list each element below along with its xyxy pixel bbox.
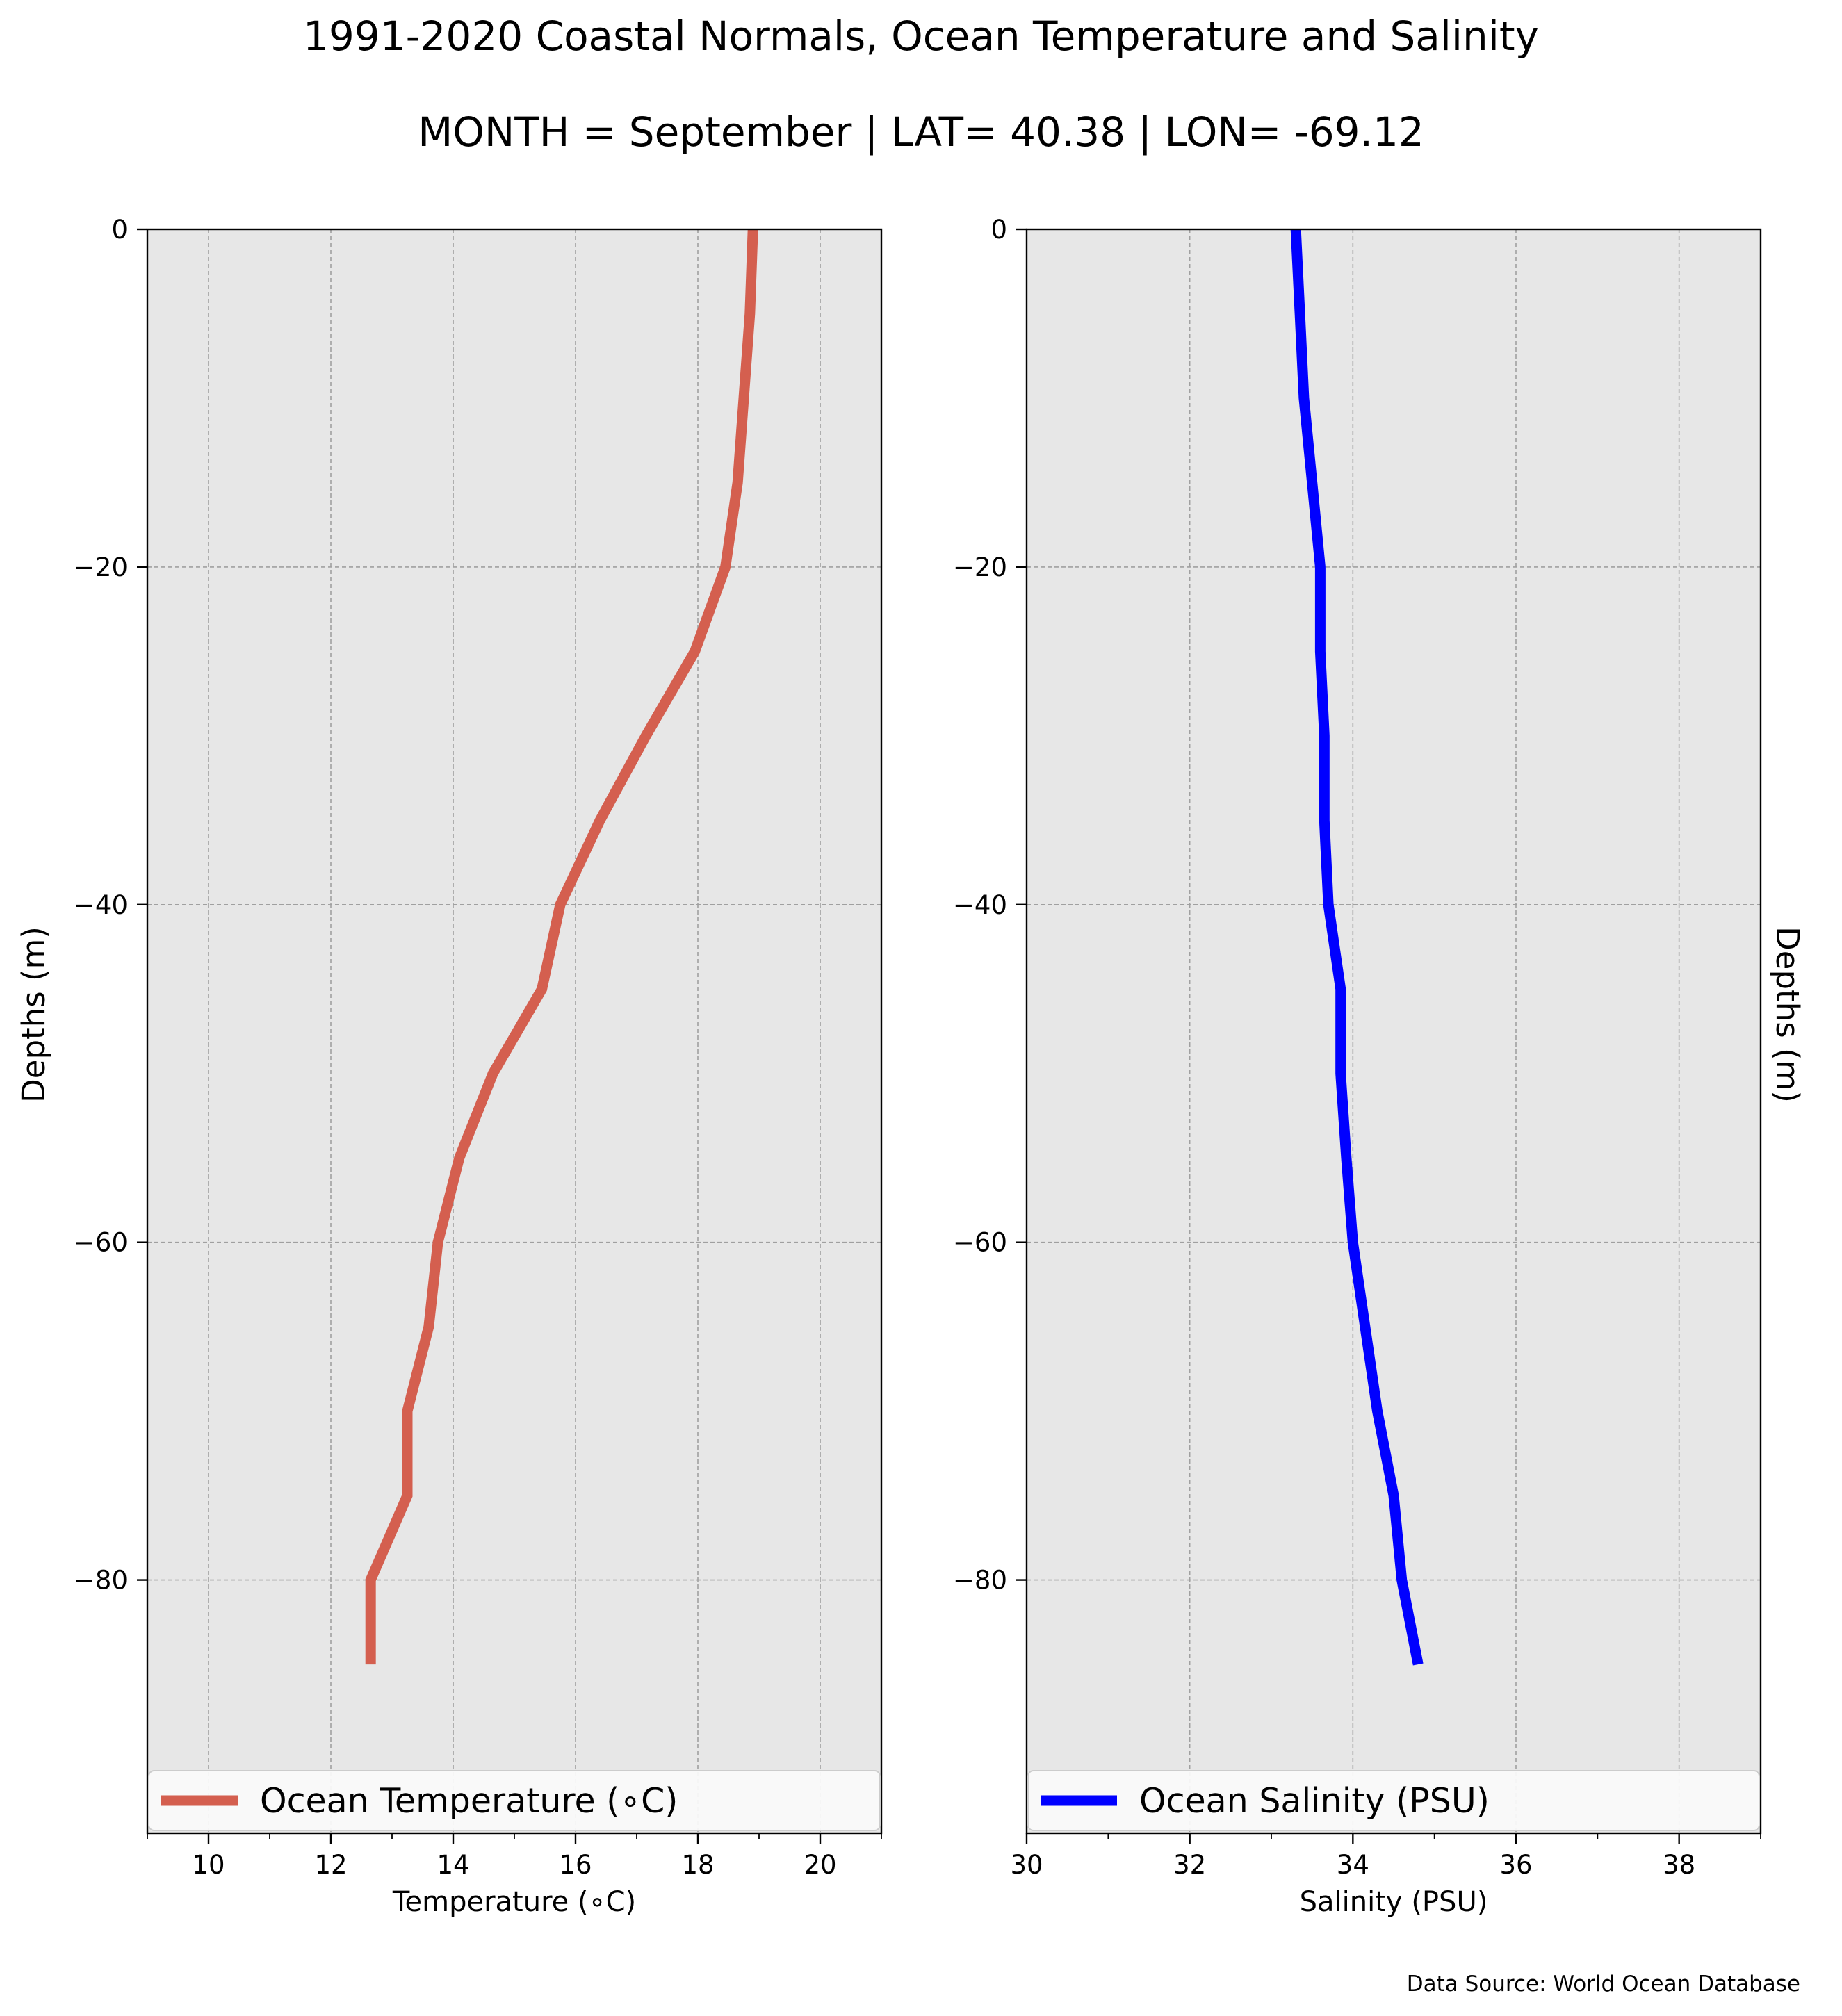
- temperature-y-tick-label: −40: [74, 890, 128, 920]
- salinity-x-axis-label: Salinity (PSU): [1300, 1886, 1488, 1918]
- figure-subtitle: MONTH = September | LAT= 40.38 | LON= -6…: [418, 108, 1424, 156]
- temperature-x-tick-label: 12: [314, 1850, 347, 1880]
- salinity-axes-frame: [1025, 228, 1762, 1835]
- temperature-x-tick-label: 10: [192, 1850, 225, 1880]
- salinity-x-tick-label: 30: [1010, 1850, 1043, 1880]
- temperature-x-axis-label: Temperature (∘C): [392, 1886, 636, 1918]
- temperature-y-tick-label: −60: [74, 1228, 128, 1258]
- temperature-x-tick-label: 18: [681, 1850, 714, 1880]
- temperature-grid: [147, 229, 881, 1833]
- salinity-panel: 30 32 34 36 38 0 −20 −40 −60 −80 Ocean Salinity (P…: [953, 215, 1762, 1880]
- temperature-x-tick-label: 20: [804, 1850, 836, 1880]
- right-y-axis-label: Depths (m): [1769, 926, 1806, 1103]
- temperature-y-tick-label: −80: [74, 1566, 128, 1596]
- salinity-y-tick-label: −40: [953, 890, 1007, 920]
- left-y-axis-label: Depths (m): [15, 926, 52, 1103]
- temperature-panel: 10 12 14 16 18 20 0 −20 −40 −60 −80 Ocean Temperatu…: [74, 215, 883, 1880]
- figure-title: 1991-2020 Coastal Normals, Ocean Tempera…: [303, 13, 1539, 60]
- salinity-y-tick-label: −60: [953, 1228, 1007, 1258]
- temperature-y-tick-label: −20: [74, 552, 128, 582]
- temperature-series-line: [365, 229, 758, 1665]
- salinity-legend: Ocean Salinity (PSU): [1027, 1770, 1760, 1831]
- salinity-x-tick-label: 32: [1173, 1850, 1206, 1880]
- temperature-legend-box: [148, 1770, 881, 1831]
- temperature-legend: Ocean Temperature (∘C): [148, 1770, 881, 1831]
- salinity-x-ticks: 30 32 34 36 38: [1010, 1833, 1761, 1880]
- data-source-note: Data Source: World Ocean Database: [1407, 1972, 1800, 1997]
- salinity-series-line: [1290, 229, 1424, 1666]
- salinity-x-tick-label: 34: [1337, 1850, 1369, 1880]
- temperature-x-tick-label: 16: [559, 1850, 592, 1880]
- temperature-y-tick-label: 0: [111, 215, 128, 245]
- temperature-x-tick-label: 14: [437, 1850, 469, 1880]
- temperature-legend-label: Ocean Temperature (∘C): [260, 1781, 678, 1821]
- salinity-y-tick-label: 0: [991, 215, 1007, 245]
- salinity-x-tick-label: 36: [1499, 1850, 1532, 1880]
- salinity-legend-label: Ocean Salinity (PSU): [1139, 1781, 1490, 1821]
- temperature-y-ticks: 0 −20 −40 −60 −80: [74, 215, 147, 1596]
- salinity-legend-box: [1027, 1770, 1760, 1831]
- salinity-x-tick-label: 38: [1663, 1850, 1695, 1880]
- salinity-y-tick-label: −20: [953, 552, 1007, 582]
- salinity-plot-area: [1027, 229, 1761, 1833]
- temperature-x-ticks: 10 12 14 16 18 20: [147, 1833, 882, 1880]
- salinity-y-ticks: 0 −20 −40 −60 −80: [953, 215, 1027, 1596]
- salinity-y-tick-label: −80: [953, 1566, 1007, 1596]
